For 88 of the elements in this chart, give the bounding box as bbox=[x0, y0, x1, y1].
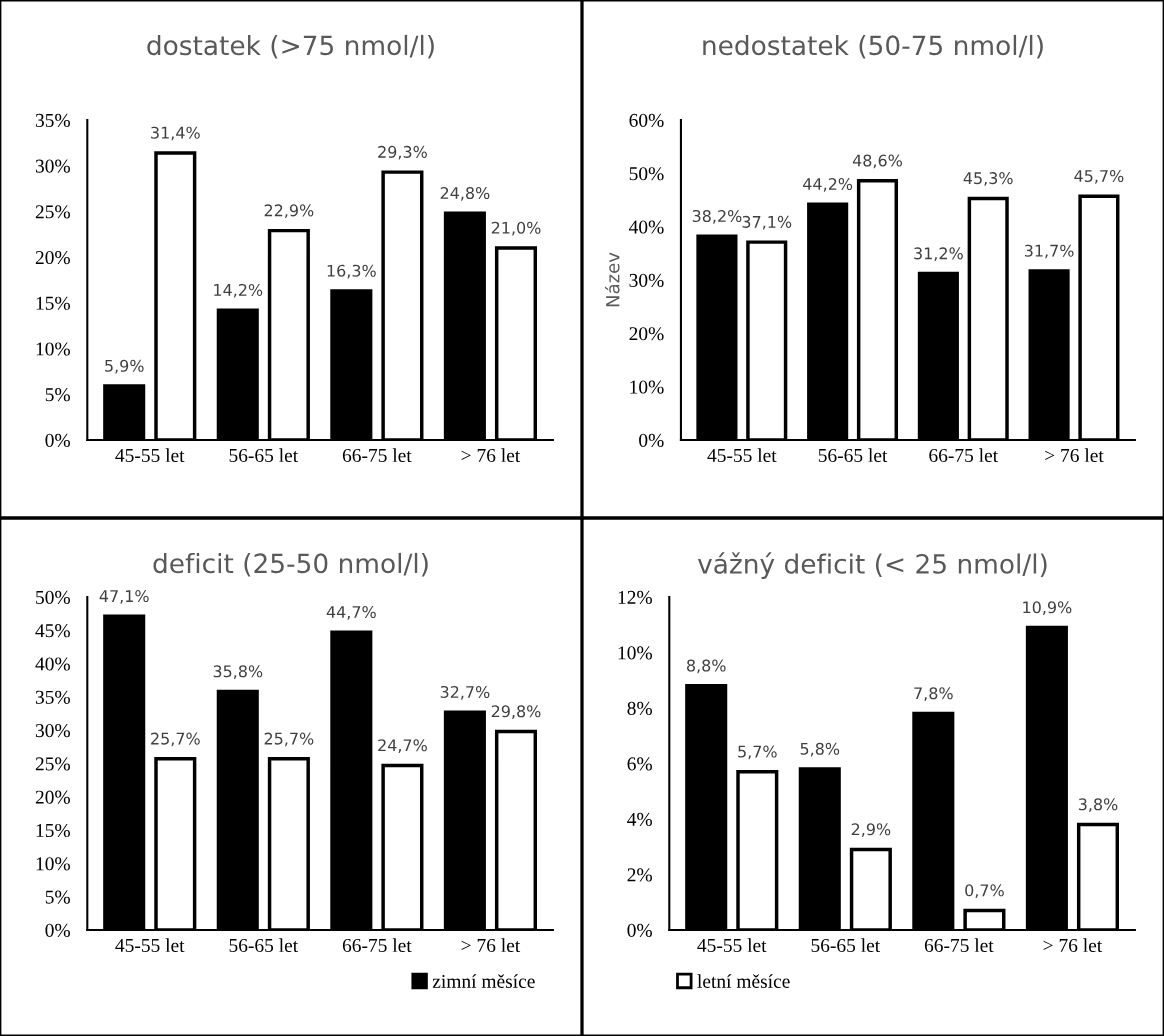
data-label: 32,7% bbox=[440, 685, 490, 700]
y-tick-label: 20% bbox=[35, 250, 70, 265]
x-tick-label: 66-75 let bbox=[342, 938, 412, 953]
y-tick-label: 5% bbox=[45, 388, 70, 402]
y-tick-label: 45% bbox=[35, 624, 70, 638]
y-tick-label: 0% bbox=[627, 923, 652, 937]
data-label: 31,4% bbox=[151, 126, 200, 141]
data-label: 16,3% bbox=[327, 264, 376, 279]
data-label: 25,7% bbox=[151, 732, 200, 747]
x-tick-label: 66-75 let bbox=[342, 448, 412, 463]
data-label: 37,1% bbox=[742, 215, 792, 230]
x-tick-label: 56-65 let bbox=[229, 448, 299, 463]
y-tick-label: 30% bbox=[35, 159, 70, 173]
data-label: 31,7% bbox=[1024, 244, 1074, 259]
data-label: 22,9% bbox=[264, 204, 314, 219]
y-tick-label: 5% bbox=[45, 890, 70, 904]
data-label: 3,8% bbox=[1078, 798, 1118, 812]
y-tick-label: 2% bbox=[627, 868, 652, 882]
data-label: 44,2% bbox=[803, 177, 853, 192]
data-label: 5,9% bbox=[105, 359, 144, 374]
y-tick-label: 40% bbox=[35, 657, 70, 671]
y-tick-label: 20% bbox=[629, 327, 664, 341]
data-label: 38,2% bbox=[692, 209, 742, 224]
data-label: 48,6% bbox=[852, 154, 902, 169]
data-label: 14,2% bbox=[214, 283, 263, 298]
y-tick-label: 10% bbox=[36, 342, 70, 356]
x-tick-label: 66-75 let bbox=[929, 448, 998, 463]
y-tick-label: 8% bbox=[627, 701, 652, 715]
x-tick-label: 56-65 let bbox=[818, 448, 888, 463]
data-label: 29,8% bbox=[491, 705, 541, 719]
data-label: 2,9% bbox=[851, 823, 891, 837]
data-label: 24,8% bbox=[440, 186, 490, 201]
x-tick-label: > 76 let bbox=[461, 448, 521, 463]
x-tick-label: > 76 let bbox=[1043, 938, 1103, 953]
legend-label: zimní měsíce bbox=[432, 974, 535, 988]
chart-title: nedostatek (50-75 nmol/l) bbox=[703, 34, 1043, 59]
y-tick-label: 12% bbox=[618, 590, 652, 604]
data-label: 5,8% bbox=[800, 742, 840, 757]
data-label: 25,7% bbox=[264, 732, 314, 747]
data-label: 35,8% bbox=[213, 665, 263, 679]
y-tick-label: 6% bbox=[627, 757, 652, 771]
y-tick-label: 60% bbox=[629, 113, 664, 127]
data-label: 44,7% bbox=[326, 606, 376, 620]
x-tick-label: 56-65 let bbox=[811, 938, 881, 953]
data-label: 7,8% bbox=[914, 687, 953, 701]
data-label: 45,7% bbox=[1074, 169, 1124, 184]
x-tick-label: 66-75 let bbox=[924, 938, 994, 953]
x-tick-label: 45-55 let bbox=[115, 938, 185, 953]
data-label: 21,0% bbox=[491, 221, 541, 236]
data-label: 45,3% bbox=[963, 172, 1013, 186]
data-label: 10,9% bbox=[1023, 601, 1072, 615]
data-label: 29,3% bbox=[378, 145, 427, 160]
data-label: 8,8% bbox=[687, 659, 726, 674]
data-label: 5,7% bbox=[738, 745, 777, 760]
y-tick-label: 25% bbox=[35, 757, 70, 771]
chart-title: vážný deficit (< 25 nmol/l) bbox=[697, 552, 1047, 579]
y-tick-label: 35% bbox=[35, 690, 70, 704]
y-tick-label: 35% bbox=[35, 113, 70, 127]
y-tick-label: 15% bbox=[36, 296, 70, 310]
x-tick-label: 45-55 let bbox=[115, 448, 185, 463]
y-tick-label: 0% bbox=[45, 433, 70, 447]
y-tick-label: 25% bbox=[35, 205, 70, 219]
x-tick-label: > 76 let bbox=[1045, 448, 1104, 463]
data-label: 31,2% bbox=[914, 247, 963, 262]
y-tick-label: 4% bbox=[627, 812, 652, 826]
y-tick-label: 30% bbox=[35, 724, 70, 738]
y-axis-title: Název bbox=[604, 252, 620, 307]
x-tick-label: 56-65 let bbox=[229, 938, 299, 953]
y-tick-label: 15% bbox=[36, 823, 70, 838]
chart-title: dostatek (>75 nmol/l) bbox=[147, 34, 434, 59]
data-label: 47,1% bbox=[99, 590, 149, 604]
data-label: 24,7% bbox=[378, 739, 427, 753]
y-tick-label: 0% bbox=[45, 923, 70, 937]
y-tick-label: 0% bbox=[639, 433, 664, 447]
y-tick-label: 40% bbox=[629, 220, 664, 234]
y-tick-label: 20% bbox=[35, 790, 70, 804]
y-tick-label: 10% bbox=[630, 380, 664, 394]
y-tick-label: 10% bbox=[36, 857, 70, 871]
x-tick-label: 45-55 let bbox=[697, 938, 767, 953]
y-tick-label: 50% bbox=[36, 590, 70, 604]
data-label: 0,7% bbox=[965, 884, 1004, 898]
x-tick-label: > 76 let bbox=[461, 938, 521, 953]
y-tick-label: 50% bbox=[629, 167, 664, 181]
x-tick-label: 45-55 let bbox=[707, 448, 777, 463]
y-tick-label: 30% bbox=[629, 273, 664, 287]
y-tick-label: 10% bbox=[618, 646, 652, 660]
chart-title: deficit (25-50 nmol/l) bbox=[153, 552, 428, 577]
legend-label: letní měsíce bbox=[697, 974, 790, 988]
